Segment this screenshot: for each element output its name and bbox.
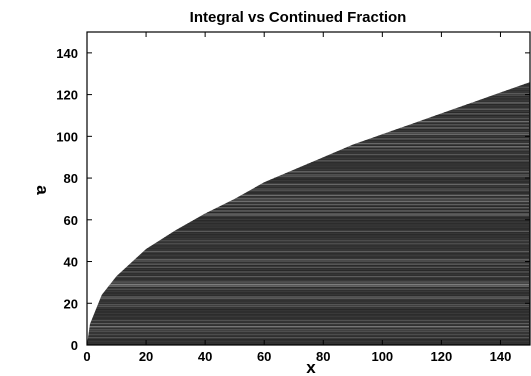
- y-tick-label: 40: [64, 255, 78, 270]
- x-tick-label: 0: [83, 349, 90, 364]
- data-area: [87, 82, 530, 345]
- x-axis-label: x: [306, 358, 316, 376]
- x-tick-label: 60: [257, 349, 271, 364]
- data-stripes: [87, 82, 529, 345]
- y-tick-label: 0: [71, 338, 78, 353]
- x-tick-label: 120: [431, 349, 453, 364]
- x-tick-label: 40: [198, 349, 212, 364]
- plot-frame: [86, 31, 531, 346]
- y-tick-label: 20: [64, 296, 78, 311]
- y-axis: 0 20 40 60 80 100 120 140: [56, 46, 530, 353]
- x-axis: 0 20 40 60 80 100 120 140: [83, 32, 511, 364]
- x-tick-label: 20: [139, 349, 153, 364]
- y-axis-label: a: [33, 185, 52, 195]
- y-tick-label: 140: [56, 46, 78, 61]
- x-tick-label: 80: [316, 349, 330, 364]
- y-tick-label: 80: [64, 171, 78, 186]
- x-tick-label: 140: [490, 349, 512, 364]
- y-tick-label: 60: [64, 213, 78, 228]
- plot-area: [87, 82, 530, 345]
- chart-title: Integral vs Continued Fraction: [190, 9, 407, 26]
- y-tick-label: 100: [56, 129, 78, 144]
- y-tick-label: 120: [56, 88, 78, 103]
- x-tick-label: 100: [371, 349, 393, 364]
